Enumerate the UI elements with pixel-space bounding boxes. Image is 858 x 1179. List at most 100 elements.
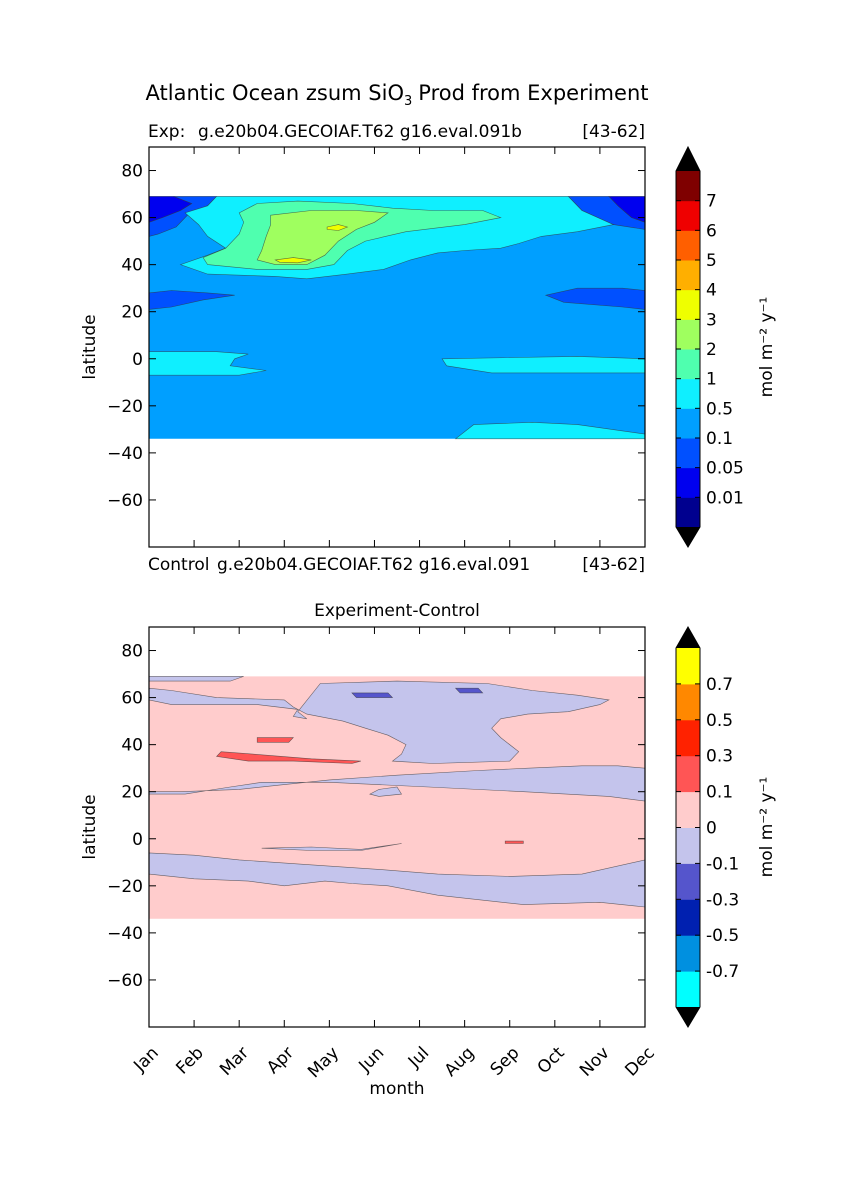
experiment-y-axis: 80 60 40 20 0 −20 −40 −60 <box>107 162 645 511</box>
y-tick-label: 0 <box>132 830 143 850</box>
colorbar-over-arrow <box>676 627 700 648</box>
colorbar-tick-label: -0.5 <box>706 926 739 946</box>
colorbar-segment <box>676 935 700 972</box>
colorbar-segment <box>676 200 700 231</box>
contour-region <box>215 751 361 764</box>
colorbar-segment <box>676 863 700 900</box>
x-tick-label: Jun <box>355 1043 389 1077</box>
exp-label: Exp: <box>148 122 185 142</box>
difference-plot-frame <box>148 626 646 1028</box>
x-tick-label: May <box>304 1043 343 1082</box>
contour-region <box>149 290 235 310</box>
experiment-x-axis <box>148 147 646 547</box>
x-tick-label: Dec <box>621 1043 658 1080</box>
colorbar-tick-label: 7 <box>706 192 717 212</box>
x-tick-label: Nov <box>576 1043 614 1081</box>
colorbar-segment <box>676 260 700 291</box>
colorbar-tick-label: 0.1 <box>706 783 733 803</box>
y-tick-label: 60 <box>121 209 143 229</box>
contour-region <box>149 765 645 802</box>
exp-case-name: g.e20b04.GECOIAF.T62 g16.eval.091b <box>198 122 522 142</box>
y-tick-label: 0 <box>132 350 143 370</box>
experiment-contour-plot <box>149 196 645 440</box>
x-tick-label: Apr <box>263 1043 298 1078</box>
x-tick-label: Jan <box>129 1043 162 1076</box>
control-label: Control <box>148 555 209 575</box>
colorbar-tick-label: 2 <box>706 340 717 360</box>
figure-title: Atlantic Ocean zsum SiO3 Prod from Experi… <box>146 81 649 109</box>
colorbar-segment <box>676 755 700 793</box>
y-tick-label: −20 <box>107 877 143 897</box>
colorbar-segment <box>676 719 700 757</box>
colorbar-tick-label: 0.3 <box>706 747 733 767</box>
colorbar-segment <box>676 230 700 261</box>
colorbar-tick-label: -0.7 <box>706 962 739 982</box>
colorbar-segment <box>676 648 700 685</box>
contour-region <box>149 680 610 764</box>
colorbar-outline <box>675 145 701 548</box>
x-tick-label: Aug <box>441 1043 479 1081</box>
y-tick-label: 80 <box>121 162 143 182</box>
difference-title: Experiment-Control <box>314 601 480 621</box>
colorbar-under-arrow <box>676 527 700 547</box>
colorbar-tick-label: 5 <box>706 251 717 271</box>
x-tick-label: Sep <box>487 1043 524 1080</box>
colorbar-segment <box>676 467 700 498</box>
colorbar-under-arrow <box>676 1007 700 1027</box>
colorbar-tick-label: 3 <box>706 310 717 330</box>
y-tick-label: 60 <box>121 689 143 709</box>
colorbar-segment <box>676 683 700 721</box>
x-tick-label: Mar <box>216 1043 253 1080</box>
contour-region <box>261 843 402 851</box>
y-tick-label: 40 <box>121 736 143 756</box>
colorbar-outline <box>675 625 701 1028</box>
contour-region <box>149 852 645 908</box>
difference-panel: Experiment-Control 80 60 40 20 0 −20 −40 −60 Ja… <box>80 601 777 1099</box>
y-tick-label: −60 <box>107 971 143 991</box>
y-tick-label: 40 <box>121 256 143 276</box>
experiment-plot-area: 80 60 40 20 0 −20 −40 −60 <box>107 146 646 548</box>
y-tick-label: 20 <box>121 303 143 323</box>
difference-xlabel: month <box>369 1079 424 1099</box>
colorbar-segment <box>676 438 700 469</box>
colorbar-tick-label: 0.5 <box>706 711 733 731</box>
difference-contour-plot <box>149 676 645 919</box>
experiment-colorbar: 0.01 0.05 0.1 0.5 1 2 3 4 5 6 7 <box>675 145 744 548</box>
experiment-colorbar-label: mol m⁻² y⁻¹ <box>757 297 777 398</box>
contour-region <box>326 224 349 231</box>
colorbar-tick-label: 0 <box>706 819 717 839</box>
contour-region <box>544 287 645 310</box>
experiment-plot-frame <box>148 146 646 548</box>
colorbar-segment <box>676 319 700 350</box>
control-year-range: [43-62] <box>582 555 645 575</box>
x-tick-label: Feb <box>172 1043 207 1078</box>
difference-y-axis: 80 60 40 20 0 −20 −40 −60 <box>107 642 645 991</box>
contour-region <box>351 692 394 698</box>
y-tick-label: 80 <box>121 642 143 662</box>
difference-plot-area: 80 60 40 20 0 −20 −40 −60 Jan Feb Mar Apr May Jun Jul… <box>107 626 659 1082</box>
colorbar-tick-label: -0.3 <box>706 890 739 910</box>
colorbar-segment <box>676 289 700 320</box>
colorbar-segment <box>676 497 700 528</box>
difference-ylabel: latitude <box>80 794 100 859</box>
colorbar-segment <box>676 899 700 936</box>
colorbar-segment <box>676 408 700 439</box>
contour-region <box>256 210 389 265</box>
difference-colorbar-label: mol m⁻² y⁻¹ <box>757 777 777 878</box>
colorbar-tick-label: 0.05 <box>706 459 744 479</box>
experiment-ylabel: latitude <box>80 314 100 379</box>
contour-region <box>149 676 645 919</box>
control-case-name: g.e20b04.GECOIAF.T62 g16.eval.091 <box>217 555 530 575</box>
colorbar-tick-label: 6 <box>706 221 717 241</box>
experiment-panel: Exp: g.e20b04.GECOIAF.T62 g16.eval.091b … <box>80 122 777 575</box>
contour-region <box>504 840 524 844</box>
y-tick-label: −60 <box>107 491 143 511</box>
contour-region <box>441 356 645 374</box>
colorbar-segment <box>676 827 700 864</box>
colorbar-segment <box>676 349 700 380</box>
colorbar-tick-label: 1 <box>706 370 717 390</box>
contour-region <box>256 737 295 743</box>
colorbar-tick-label: 4 <box>706 281 717 301</box>
y-tick-label: −20 <box>107 397 143 417</box>
